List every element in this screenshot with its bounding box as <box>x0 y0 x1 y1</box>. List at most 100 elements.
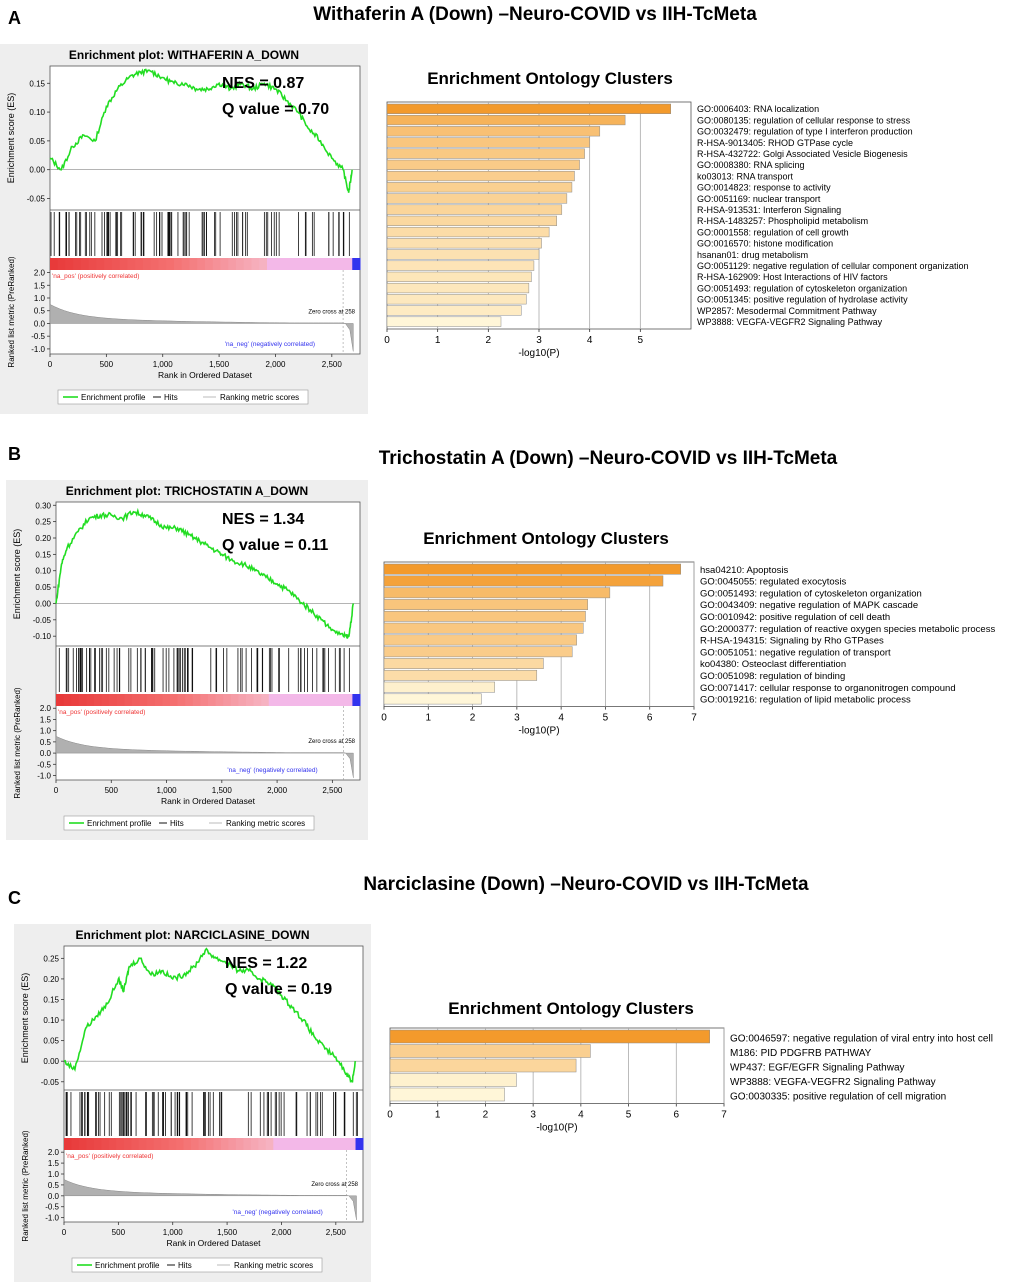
enrichment-svg: Enrichment Ontology Clusters 0 1 2 3 4 5 -log10… <box>384 69 968 359</box>
rank-tick-label: 0.5 <box>34 307 46 316</box>
enrichment-bar-label: GO:2000377: regulation of reactive oxyge… <box>700 624 995 635</box>
enrichment-bar-label: ko04380: Osteoclast differentiation <box>700 659 846 670</box>
enrichment-tick-label: 7 <box>721 1110 727 1121</box>
x-axis-label: Rank in Ordered Dataset <box>161 796 256 806</box>
rank-color-segment <box>251 258 260 270</box>
enrichment-bar-label: WP2857: Mesodermal Commitment Pathway <box>697 306 877 316</box>
rank-tick-label: 2.0 <box>48 1148 60 1157</box>
enrichment-bar-label: R-HSA-194315: Signaling by Rho GTPases <box>700 636 884 647</box>
enrichment-bar-label: GO:0014823: response to activity <box>697 183 831 193</box>
rank-color-segment <box>303 1138 312 1150</box>
panel-letter-c: C <box>8 888 21 908</box>
rank-color-segment <box>333 1138 342 1150</box>
zero-cross-label: Zero cross at 258 <box>308 309 355 315</box>
rank-color-segment <box>109 694 118 706</box>
rank-color-segment <box>337 694 346 706</box>
rank-color-segment <box>299 694 308 706</box>
rank-color-segment <box>101 1138 110 1150</box>
enrichment-bar <box>386 193 568 204</box>
es-tick-label: 0.15 <box>35 550 51 559</box>
pos-correlated-label: 'na_pos' (positively correlated) <box>58 709 145 716</box>
legend-ranking-metric: Ranking metric scores <box>220 393 299 402</box>
rank-color-segment <box>355 1138 364 1150</box>
legend-hits: Hits <box>170 819 184 828</box>
rank-color-segment <box>63 694 72 706</box>
enrichment-bar-label: GO:0051169: nuclear transport <box>697 194 821 204</box>
rank-tick-label: -1.0 <box>45 1214 59 1223</box>
legend-box <box>57 389 309 405</box>
enrichment-tick-label: 1 <box>435 335 441 346</box>
rank-color-segment <box>162 694 171 706</box>
rank-color-segment <box>268 694 277 706</box>
rank-color-segment <box>101 694 110 706</box>
es-tick-label: 0.10 <box>43 1016 59 1025</box>
rank-color-segment <box>189 258 198 270</box>
enrichment-bar-label: GO:0006403: RNA localization <box>697 104 819 114</box>
rank-color-segment <box>295 1138 304 1150</box>
enrichment-bar <box>386 103 671 114</box>
enrichment-xlabel: -log10(P) <box>536 1123 577 1134</box>
rank-color-segment <box>318 1138 327 1150</box>
rank-color-segment <box>73 258 82 270</box>
nes-label: NES = 1.22 <box>225 955 307 972</box>
enrichment-bar <box>383 575 664 587</box>
rank-ylabel: Ranked list metric (PreRanked) <box>13 687 22 798</box>
pos-correlated-label: 'na_pos' (positively correlated) <box>66 1153 153 1160</box>
enrichment-bar <box>386 114 626 126</box>
enrichment-bar-label: GO:0080135: regulation of cellular respo… <box>697 115 911 125</box>
enrichment-bar <box>383 693 482 705</box>
rank-color-segment <box>185 694 194 706</box>
enrichment-bar <box>386 238 542 249</box>
ranked-metric-area <box>49 303 354 352</box>
enrichment-bar <box>386 148 585 159</box>
ranked-metric-area <box>55 735 354 778</box>
rank-color-segment <box>290 258 299 270</box>
enrichment-bar <box>383 563 681 575</box>
x-tick-label: 2,000 <box>267 786 288 795</box>
enrichment-bar-label: hsanan01: drug metabolism <box>697 250 808 260</box>
rank-color-segment <box>86 694 95 706</box>
rank-color-segment <box>325 1138 334 1150</box>
enrichment-bar <box>383 646 573 658</box>
rank-color-segment <box>78 1138 87 1150</box>
enrichment-bar-label: GO:0001558: regulation of cell growth <box>697 227 849 237</box>
rank-color-segment <box>235 1138 244 1150</box>
rank-color-segment <box>131 1138 140 1150</box>
legend-hits: Hits <box>164 393 178 402</box>
rank-tick-label: 2.0 <box>40 704 52 713</box>
enrichment-tick-label: 5 <box>603 713 609 724</box>
gsea-plot-b: Enrichment plot: TRICHOSTATIN A_DOWN 0.30… <box>6 480 368 840</box>
panel-letter-a: A <box>8 8 21 28</box>
enrichment-chart-a: Enrichment Ontology Clusters 0 1 2 3 4 5 -log10… <box>368 64 1031 384</box>
es-tick-label: -0.05 <box>33 616 52 625</box>
enrichment-bar-label: R-HSA-913531: Interferon Signaling <box>697 205 841 215</box>
neg-correlated-label: 'na_neg' (negatively correlated) <box>225 341 315 348</box>
enrichment-tick-label: 1 <box>435 1110 441 1121</box>
rank-color-segment <box>192 694 201 706</box>
enrichment-bar <box>386 126 601 137</box>
rank-color-segment <box>174 258 183 270</box>
rank-color-segment <box>352 694 361 706</box>
x-tick-label: 500 <box>105 786 119 795</box>
rank-tick-label: -0.5 <box>45 1203 59 1212</box>
rank-color-segment <box>138 1138 147 1150</box>
enrichment-bar-label: WP3888: VEGFA-VEGFR2 Signaling Pathway <box>730 1077 936 1088</box>
es-tick-label: -0.10 <box>33 632 52 641</box>
es-ylabel: Enrichment score (ES) <box>20 973 30 1064</box>
enrichment-bar-label: GO:0071417: cellular response to organon… <box>700 683 956 694</box>
rank-color-segment <box>198 1138 207 1150</box>
x-tick-label: 1,000 <box>163 1228 184 1237</box>
legend-enrichment-profile: Enrichment profile <box>81 393 146 402</box>
enrichment-bar <box>386 159 580 170</box>
enrichment-tick-label: 6 <box>647 713 653 724</box>
enrichment-bar <box>389 1058 577 1073</box>
enrichment-bar-label: GO:0051493: regulation of cytoskeleton o… <box>700 588 922 599</box>
enrichment-tick-label: 4 <box>578 1110 584 1121</box>
rank-color-segment <box>250 1138 259 1150</box>
rank-color-segment <box>321 258 330 270</box>
q-value-label: Q value = 0.70 <box>222 101 329 118</box>
rank-color-segment <box>206 1138 214 1150</box>
rank-color-segment <box>177 694 186 706</box>
rank-color-segment <box>288 1138 297 1150</box>
rank-color-segment <box>273 1138 282 1150</box>
